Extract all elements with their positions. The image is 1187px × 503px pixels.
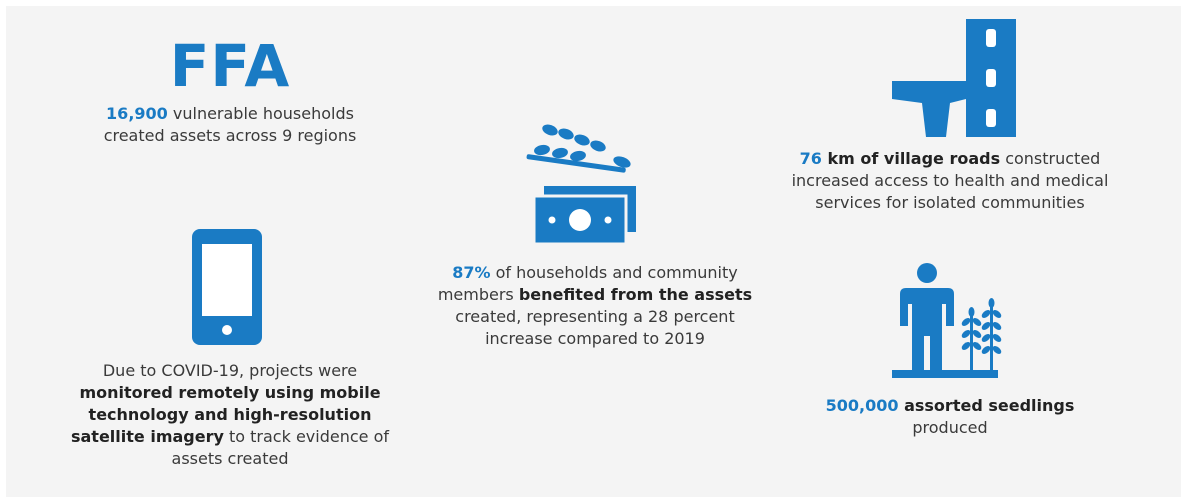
seedlings-line-2: produced [912, 418, 988, 437]
roads-line-1: 76 km of village roads constructed [775, 148, 1125, 170]
assets-line-3: created, representing a 28 percent [455, 307, 735, 326]
mobile-phone-icon [192, 229, 262, 345]
ffa-stat-text: 16,900 vulnerable households created ass… [80, 103, 380, 147]
seedlings-stat-value: 500,000 [825, 396, 899, 415]
covid-text: Due to COVID-19, projects were monitored… [70, 360, 390, 470]
roads-line-1-bold: km of village roads [821, 149, 1001, 168]
roads-stat-value: 76 [799, 149, 822, 168]
assets-text: 87% of households and community members … [420, 262, 770, 350]
covid-line-3: technology and high-resolution [88, 405, 372, 424]
ffa-title: FFA [169, 32, 291, 100]
covid-line-2: monitored remotely using mobile [79, 383, 381, 402]
ffa-line-2: created assets across 9 regions [103, 126, 357, 145]
assets-line-2-plain: members [437, 285, 519, 304]
assets-stat-value: 87% [452, 263, 491, 282]
farmer-with-crops-icon [892, 263, 1002, 378]
covid-line-4-rest: to track evidence of [223, 427, 389, 446]
roads-line-2: increased access to health and medical [791, 171, 1109, 190]
covid-line-1: Due to COVID-19, projects were [102, 361, 358, 380]
roads-line-3: services for isolated communities [815, 193, 1085, 212]
wheat-and-money-icon [526, 124, 636, 246]
assets-line-1: 87% of households and community [420, 262, 770, 284]
covid-line-4: satellite imagery to track evidence of [70, 426, 390, 448]
roads-line-1-rest: constructed [1000, 149, 1101, 168]
covid-line-5: assets created [171, 449, 289, 468]
roads-text: 76 km of village roads constructed incre… [775, 148, 1125, 214]
seedlings-text: 500,000 assorted seedlings produced [800, 395, 1100, 439]
ffa-line-1: 16,900 vulnerable households [80, 103, 380, 125]
ffa-stat-value: 16,900 [106, 104, 168, 123]
assets-line-2: members benefited from the assets [420, 284, 770, 306]
ffa-line-1-rest: vulnerable households [167, 104, 354, 123]
assets-line-1-rest: of households and community [490, 263, 738, 282]
covid-line-4-bold: satellite imagery [70, 427, 224, 446]
road-icon [892, 19, 1016, 137]
assets-line-4: increase compared to 2019 [485, 329, 705, 348]
seedlings-line-1-bold: assorted seedlings [898, 396, 1075, 415]
assets-line-2-bold: benefited from the assets [518, 285, 753, 304]
seedlings-line-1: 500,000 assorted seedlings [800, 395, 1100, 417]
